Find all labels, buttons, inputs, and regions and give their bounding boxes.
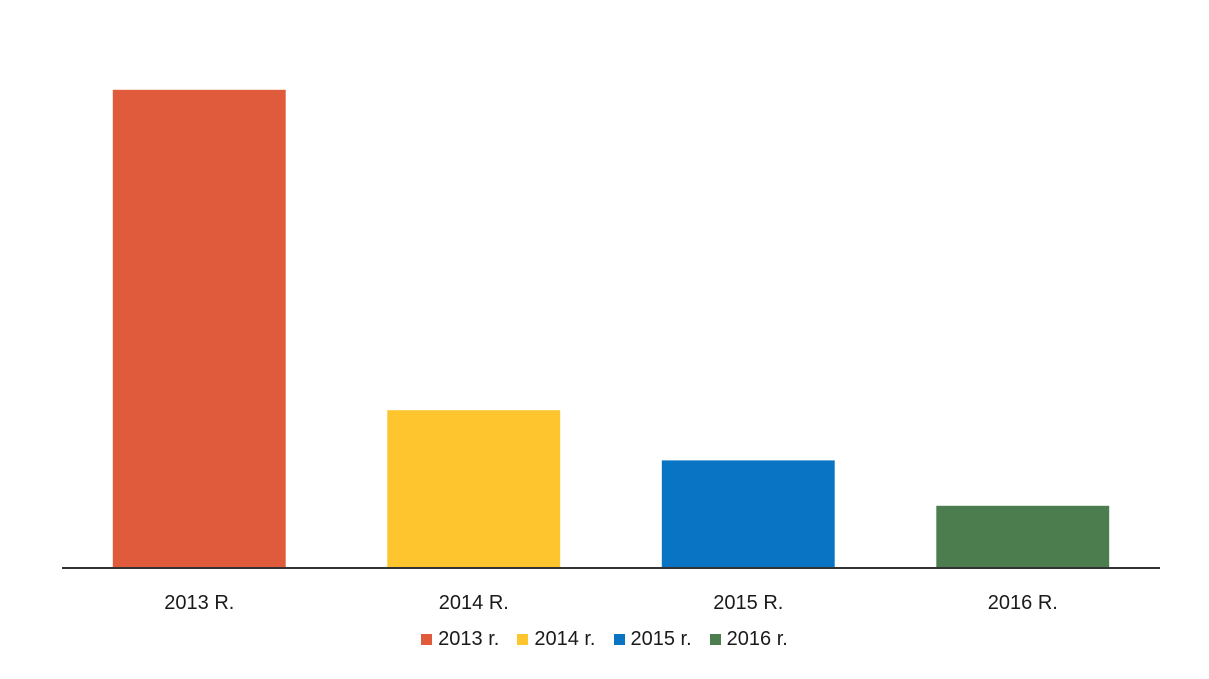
x-tick-label-1: 2014 R.	[439, 592, 509, 614]
legend-label-2014: 2014 r.	[534, 628, 596, 650]
legend-item-2014: 2014 r.	[517, 628, 596, 651]
legend-swatch-2013	[421, 634, 433, 645]
legend-item-2013: 2013 r.	[421, 628, 499, 651]
bar-1	[387, 410, 561, 568]
bars-group	[112, 89, 1110, 569]
legend-item-2015: 2015 r.	[613, 628, 692, 651]
legend-swatch-2016	[709, 634, 721, 645]
bar-0	[112, 89, 286, 569]
legend-item-2016: 2016 r.	[709, 628, 788, 651]
legend: 2013 r. 2014 r. 2015 r. 2016 r.	[0, 628, 1209, 651]
legend-label-2016: 2016 r.	[726, 628, 788, 650]
bar-2	[661, 460, 835, 568]
x-tick-label-3: 2016 R.	[988, 592, 1058, 614]
x-tick-labels: 2013 R. 2014 R. 2015 R. 2016 R.	[164, 592, 1058, 614]
legend-swatch-2014	[517, 634, 529, 645]
x-tick-label-0: 2013 R.	[164, 592, 234, 614]
bar-3	[936, 505, 1110, 568]
legend-label-2013: 2013 r.	[438, 628, 500, 650]
x-tick-label-2: 2015 R.	[713, 592, 783, 614]
legend-label-2015: 2015 r.	[630, 628, 692, 650]
legend-swatch-2015	[613, 634, 625, 645]
